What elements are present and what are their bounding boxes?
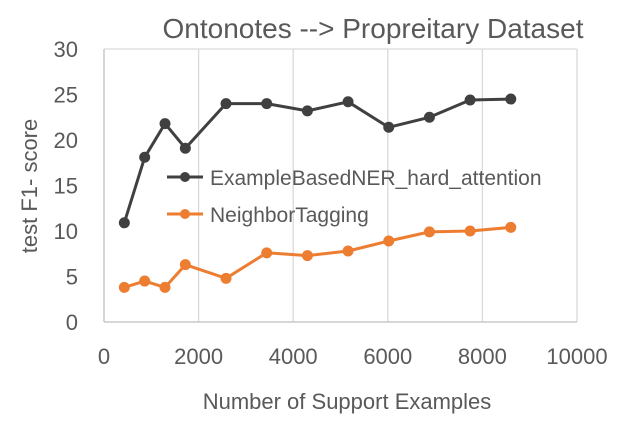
data-point: [261, 247, 273, 259]
data-point: [464, 94, 476, 106]
data-point: [342, 96, 354, 108]
data-point: [118, 217, 130, 229]
legend: ExampleBasedNER_hard_attention NeighborTa…: [167, 167, 542, 227]
data-point: [505, 221, 517, 233]
data-point: [179, 259, 191, 271]
series-lines: [118, 93, 517, 293]
data-point: [261, 98, 273, 110]
data-point: [159, 281, 171, 293]
x-tick-label: 8000: [458, 344, 507, 369]
x-axis-label: Number of Support Examples: [203, 389, 492, 414]
series-line-2: [123, 225, 511, 289]
y-tick-label: 5: [66, 265, 78, 290]
x-tick-label: 0: [98, 344, 110, 369]
axes: 0 2000 4000 6000 8000 10000 0 5 10 15 20 25 30: [54, 37, 608, 369]
data-point: [139, 151, 151, 163]
data-point: [139, 275, 151, 287]
data-point: [464, 225, 476, 237]
legend-marker: [180, 172, 190, 182]
data-point: [383, 121, 395, 133]
data-point: [383, 235, 395, 247]
y-tick-label: 10: [54, 219, 78, 244]
data-point: [423, 111, 435, 123]
data-point: [179, 142, 191, 154]
data-point: [159, 118, 171, 130]
y-tick-label: 25: [54, 83, 78, 108]
y-axis-label: test F1- score: [17, 119, 42, 253]
data-point: [301, 105, 313, 117]
data-point: [301, 250, 313, 262]
x-tick-label: 2000: [174, 344, 223, 369]
x-tick-label: 4000: [269, 344, 318, 369]
data-point: [423, 226, 435, 238]
data-point: [342, 245, 354, 257]
data-point: [220, 272, 232, 284]
data-point: [118, 281, 130, 293]
grid-lines: [104, 48, 578, 322]
series-line-1: [122, 97, 511, 224]
y-tick-label: 30: [54, 37, 78, 62]
x-tick-label: 10000: [546, 344, 607, 369]
y-tick-label: 20: [54, 128, 78, 153]
legend-label: ExampleBasedNER_hard_attention: [210, 167, 542, 190]
y-tick-label: 0: [66, 310, 78, 335]
data-point: [505, 93, 517, 105]
chart-title: Ontonotes --> Propreitary Dataset: [163, 13, 584, 44]
x-tick-label: 6000: [363, 344, 412, 369]
y-tick-label: 15: [54, 174, 78, 199]
legend-label: NeighborTagging: [210, 204, 369, 227]
data-point: [220, 98, 232, 110]
legend-marker: [180, 209, 190, 219]
